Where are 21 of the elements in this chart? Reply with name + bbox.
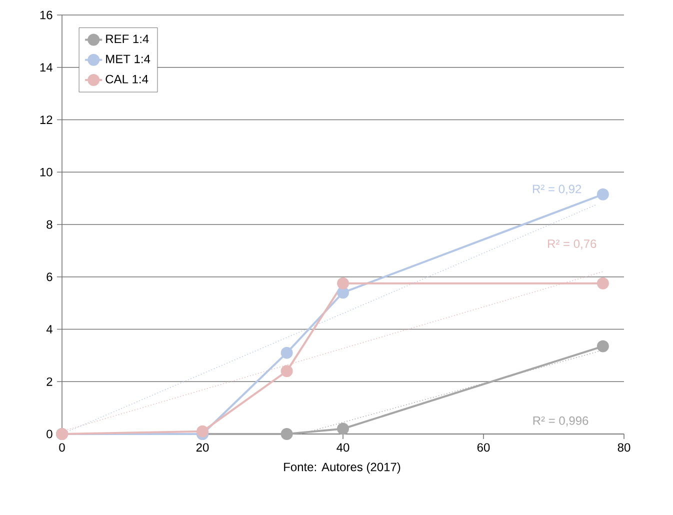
- x-tick-label: 20: [196, 443, 209, 452]
- x-tick-label: 0: [59, 443, 65, 452]
- annotation: R² = 0,92: [533, 184, 582, 195]
- legend-label: REF 1:4: [106, 34, 149, 44]
- legend-label: MET 1:4: [106, 54, 150, 64]
- legend-label: CAL 1:4: [106, 74, 148, 84]
- y-tick-label: 16: [40, 10, 52, 20]
- source-note: Fonte: Autores (2017): [284, 462, 400, 474]
- annotation: R² = 0,996: [533, 416, 588, 426]
- x-tick-label: 80: [618, 443, 630, 452]
- y-tick-label: 14: [40, 63, 52, 72]
- y-tick-label: 8: [46, 220, 52, 229]
- x-tick-label: 40: [336, 443, 350, 452]
- y-tick-label: 10: [40, 168, 52, 176]
- y-tick-label: 0: [46, 430, 52, 438]
- y-tick-label: 12: [40, 116, 52, 124]
- x-tick-label: 60: [477, 443, 490, 452]
- y-tick-label: 6: [46, 272, 52, 282]
- annotation: R² = 0,76: [548, 240, 596, 250]
- y-tick-label: 2: [46, 377, 52, 386]
- y-tick-label: 4: [46, 325, 52, 334]
